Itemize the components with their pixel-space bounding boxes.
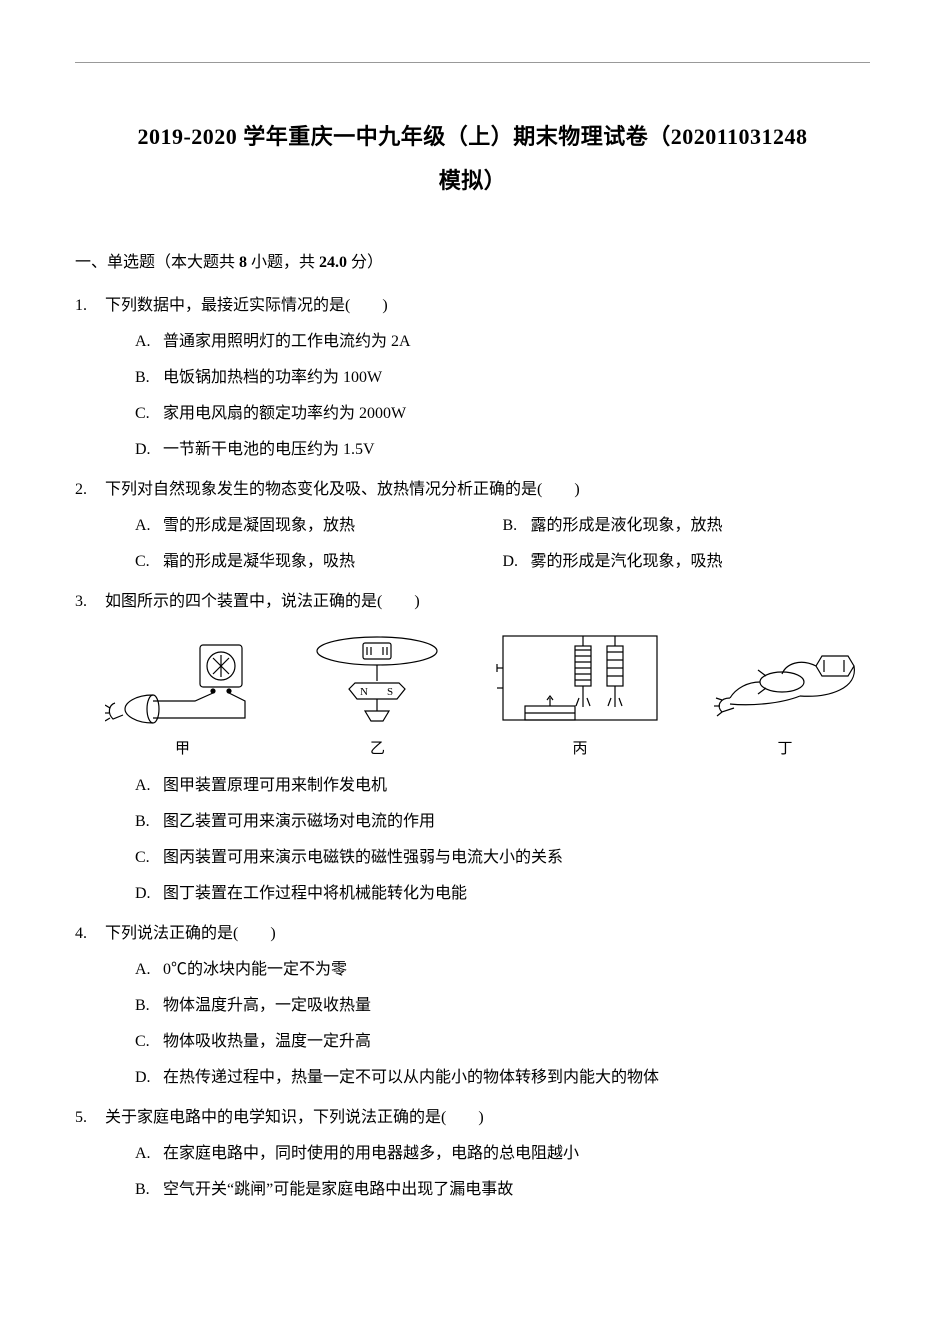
q3-figures: 甲 N S	[105, 628, 870, 764]
q3-option-d: D.图丁装置在工作过程中将机械能转化为电能	[105, 878, 870, 910]
q2-option-c: C.霜的形成是凝华现象，吸热	[135, 546, 503, 578]
q1-a-text: 普通家用照明灯的工作电流约为 2A	[163, 326, 411, 358]
q4-c-text: 物体吸收热量，温度一定升高	[163, 1026, 371, 1058]
q4-b-text: 物体温度升高，一定吸收热量	[163, 990, 371, 1022]
q1-option-a: A.普通家用照明灯的工作电流约为 2A	[105, 326, 870, 358]
figure-bing-label: 丙	[572, 734, 587, 764]
question-5: 5. 关于家庭电路中的电学知识，下列说法正确的是( ) A.在家庭电路中，同时使…	[75, 1102, 870, 1210]
q1-number: 1.	[75, 290, 105, 470]
q1-option-d: D.一节新干电池的电压约为 1.5V	[105, 434, 870, 466]
q3-a-text: 图甲装置原理可用来制作发电机	[163, 770, 387, 802]
top-rule	[75, 62, 870, 63]
q1-option-c: C.家用电风扇的额定功率约为 2000W	[105, 398, 870, 430]
q2-c-text: 霜的形成是凝华现象，吸热	[163, 546, 355, 578]
q2-option-d: D.雾的形成是汽化现象，吸热	[503, 546, 871, 578]
section-suffix: 分）	[347, 254, 383, 271]
q2-a-text: 雪的形成是凝固现象，放热	[163, 510, 355, 542]
q2-option-a: A.雪的形成是凝固现象，放热	[135, 510, 503, 542]
figure-jia-label: 甲	[175, 734, 190, 764]
question-1: 1. 下列数据中，最接近实际情况的是( ) A.普通家用照明灯的工作电流约为 2…	[75, 290, 870, 470]
q1-option-b: B.电饭锅加热档的功率约为 100W	[105, 362, 870, 394]
q4-option-a: A.0℃的冰块内能一定不为零	[105, 954, 870, 986]
q4-a-text: 0℃的冰块内能一定不为零	[163, 954, 347, 986]
figure-ding-label: 丁	[777, 734, 792, 764]
section-points: 24.0	[319, 254, 347, 271]
q4-d-text: 在热传递过程中，热量一定不可以从内能小的物体转移到内能大的物体	[163, 1062, 659, 1094]
q2-d-text: 雾的形成是汽化现象，吸热	[531, 546, 723, 578]
q1-d-text: 一节新干电池的电压约为 1.5V	[163, 434, 375, 466]
q3-option-c: C.图丙装置可用来演示电磁铁的磁性强弱与电流大小的关系	[105, 842, 870, 874]
figure-yi: N S 乙	[305, 633, 450, 764]
q5-a-text: 在家庭电路中，同时使用的用电器越多，电路的总电阻越小	[163, 1138, 579, 1170]
title-line-2: 模拟）	[75, 159, 870, 203]
q3-b-text: 图乙装置可用来演示磁场对电流的作用	[163, 806, 435, 838]
q4-option-b: B.物体温度升高，一定吸收热量	[105, 990, 870, 1022]
question-4: 4. 下列说法正确的是( ) A.0℃的冰块内能一定不为零 B.物体温度升高，一…	[75, 918, 870, 1098]
q3-text: 如图所示的四个装置中，说法正确的是( )	[105, 586, 870, 618]
q2-option-b: B.露的形成是液化现象，放热	[503, 510, 871, 542]
q5-text: 关于家庭电路中的电学知识，下列说法正确的是( )	[105, 1102, 870, 1134]
title-block: 2019-2020 学年重庆一中九年级（上）期末物理试卷（20201103124…	[75, 115, 870, 203]
q5-option-b: B.空气开关“跳闸”可能是家庭电路中出现了漏电事故	[105, 1174, 870, 1206]
svg-text:S: S	[387, 686, 393, 698]
title-line-1: 2019-2020 学年重庆一中九年级（上）期末物理试卷（20201103124…	[75, 115, 870, 159]
q3-c-text: 图丙装置可用来演示电磁铁的磁性强弱与电流大小的关系	[163, 842, 563, 874]
q5-b-text: 空气开关“跳闸”可能是家庭电路中出现了漏电事故	[163, 1174, 513, 1206]
q2-b-text: 露的形成是液化现象，放热	[531, 510, 723, 542]
q5-option-a: A.在家庭电路中，同时使用的用电器越多，电路的总电阻越小	[105, 1138, 870, 1170]
q4-number: 4.	[75, 918, 105, 1098]
q4-option-c: C.物体吸收热量，温度一定升高	[105, 1026, 870, 1058]
q1-text: 下列数据中，最接近实际情况的是( )	[105, 290, 870, 322]
q3-d-text: 图丁装置在工作过程中将机械能转化为电能	[163, 878, 467, 910]
q3-number: 3.	[75, 586, 105, 914]
section-mid: 小题，共	[247, 254, 319, 271]
svg-text:N: N	[360, 686, 368, 698]
figure-jia: 甲	[105, 643, 260, 764]
figure-yi-label: 乙	[370, 734, 385, 764]
figure-ding: 丁	[710, 648, 860, 764]
q4-text: 下列说法正确的是( )	[105, 918, 870, 950]
q1-b-text: 电饭锅加热档的功率约为 100W	[163, 362, 382, 394]
figure-bing: 丙	[495, 628, 665, 764]
q5-number: 5.	[75, 1102, 105, 1210]
question-2: 2. 下列对自然现象发生的物态变化及吸、放热情况分析正确的是( ) A.雪的形成…	[75, 474, 870, 582]
q2-text: 下列对自然现象发生的物态变化及吸、放热情况分析正确的是( )	[105, 474, 870, 506]
q4-option-d: D.在热传递过程中，热量一定不可以从内能小的物体转移到内能大的物体	[105, 1062, 870, 1094]
q2-number: 2.	[75, 474, 105, 582]
q3-option-a: A.图甲装置原理可用来制作发电机	[105, 770, 870, 802]
q3-option-b: B.图乙装置可用来演示磁场对电流的作用	[105, 806, 870, 838]
section-prefix: 一、单选题（本大题共	[75, 254, 239, 271]
section-1-header: 一、单选题（本大题共 8 小题，共 24.0 分）	[75, 248, 870, 272]
q1-c-text: 家用电风扇的额定功率约为 2000W	[163, 398, 406, 430]
question-3: 3. 如图所示的四个装置中，说法正确的是( )	[75, 586, 870, 914]
section-count: 8	[239, 254, 247, 271]
